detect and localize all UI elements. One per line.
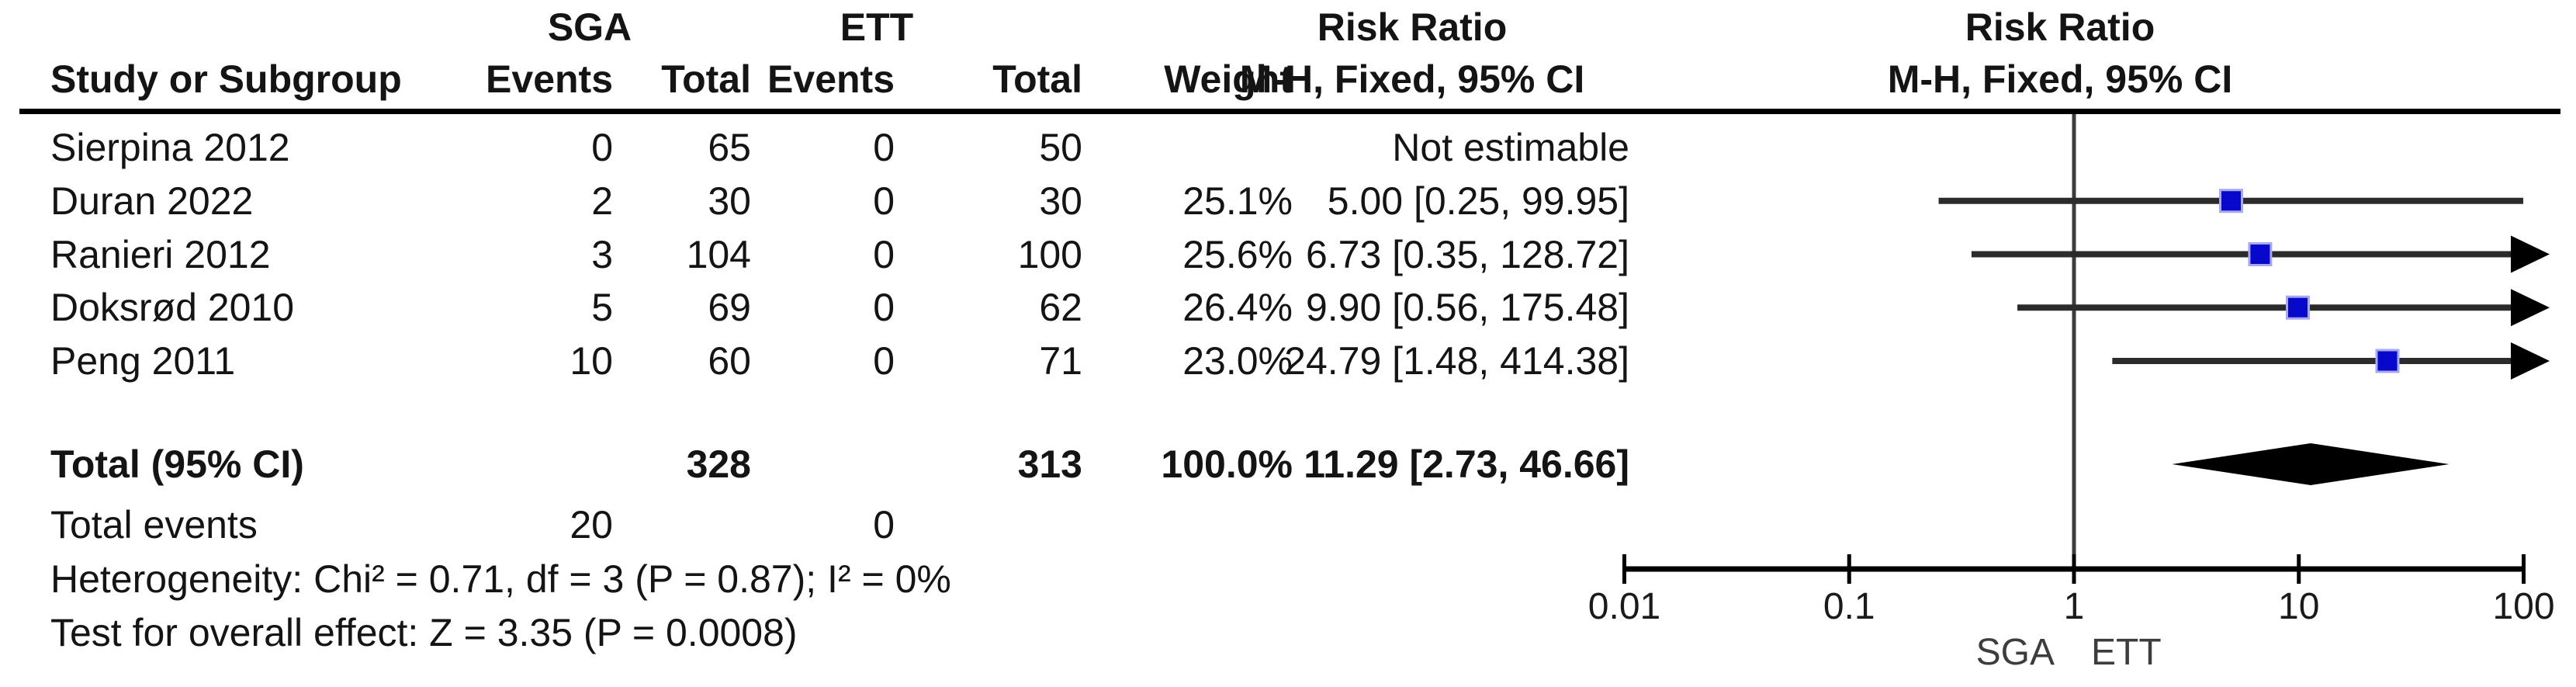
axis-tick-label: 1 (2064, 586, 2085, 627)
study-name: Ranieri 2012 (50, 232, 271, 276)
study-name: Peng 2011 (50, 339, 236, 383)
cell-sga-events: 10 (570, 339, 613, 383)
arrow-right-marker (2511, 342, 2550, 380)
cell-ett-events: 0 (873, 232, 895, 276)
total-events-ett: 0 (873, 503, 895, 546)
col-group-ett: ETT (840, 5, 914, 49)
plot-header-mh-fixed-ci: M-H, Fixed, 95% CI (1887, 57, 2233, 101)
study-name: Doksrød 2010 (50, 286, 295, 330)
study-marker (2219, 189, 2244, 213)
cell-risk-ratio: Not estimable (1392, 126, 1629, 169)
cell-sga-total: 60 (708, 339, 751, 383)
study-marker (2248, 242, 2273, 266)
cell-weight: 26.4% (1182, 286, 1293, 330)
axis-tick-label: 0.01 (1588, 586, 1660, 627)
cell-risk-ratio: 6.73 [0.35, 128.72] (1305, 232, 1629, 276)
cell-ett-total: 62 (1039, 286, 1082, 330)
axis-tick-label: 100 (2492, 586, 2554, 627)
arrow-right-marker (2511, 289, 2550, 327)
header-divider (19, 109, 2560, 114)
cell-ett-total: 71 (1039, 339, 1082, 383)
cell-sga-events: 5 (591, 286, 613, 330)
col-group-sga: SGA (547, 5, 632, 49)
axis-tick-label: 0.1 (1823, 586, 1875, 627)
cell-risk-ratio: 5.00 [0.25, 99.95] (1327, 179, 1629, 223)
total-sga-total: 328 (686, 442, 751, 486)
cell-sga-total: 69 (708, 286, 751, 330)
cell-ett-events: 0 (873, 179, 895, 223)
col-header-ett-events: Events (767, 57, 895, 101)
cell-sga-events: 2 (591, 179, 613, 223)
cell-sga-events: 0 (591, 126, 613, 169)
col-header-ett-total: Total (992, 57, 1082, 101)
col-header-mh-fixed-ci: M-H, Fixed, 95% CI (1239, 57, 1585, 101)
total-ett-total: 313 (1017, 442, 1082, 486)
favours-left-label: SGA (1976, 632, 2055, 673)
cell-ett-events: 0 (873, 126, 895, 169)
cell-sga-total: 30 (708, 179, 751, 223)
total-risk-ratio: 11.29 [2.73, 46.66] (1304, 442, 1629, 486)
total-weight: 100.0% (1161, 442, 1293, 486)
cell-ett-events: 0 (873, 339, 895, 383)
study-marker (2285, 295, 2310, 320)
axis-tick-label: 10 (2278, 586, 2319, 627)
cell-ett-total: 30 (1039, 179, 1082, 223)
cell-ett-total: 100 (1017, 232, 1082, 276)
cell-ett-events: 0 (873, 286, 895, 330)
cell-sga-total: 65 (708, 126, 751, 169)
study-name: Duran 2022 (50, 179, 254, 223)
col-header-study: Study or Subgroup (50, 57, 402, 101)
col-header-sga-total: Total (661, 57, 751, 101)
cell-ett-total: 50 (1039, 126, 1082, 169)
col-header-weight: Weight (1164, 57, 1293, 101)
plot-title-risk-ratio: Risk Ratio (1965, 5, 2155, 49)
arrow-right-marker (2511, 235, 2550, 273)
cell-weight: 23.0% (1182, 339, 1293, 383)
heterogeneity-stats: Heterogeneity: Chi² = 0.71, df = 3 (P = … (50, 557, 951, 601)
col-header-sga-events: Events (486, 57, 613, 101)
cell-risk-ratio: 24.79 [1.48, 414.38] (1284, 339, 1629, 383)
cell-sga-events: 3 (591, 232, 613, 276)
study-marker (2375, 349, 2400, 373)
study-name: Sierpina 2012 (50, 126, 290, 169)
col-group-risk-ratio: Risk Ratio (1317, 5, 1508, 49)
favours-right-label: ETT (2091, 632, 2162, 673)
cell-risk-ratio: 9.90 [0.56, 175.48] (1305, 286, 1629, 330)
cell-weight: 25.6% (1182, 232, 1293, 276)
total-events-label: Total events (50, 503, 258, 546)
overall-effect-stats: Test for overall effect: Z = 3.35 (P = 0… (50, 611, 798, 654)
total-row-label: Total (95% CI) (50, 442, 304, 486)
pooled-diamond (2172, 443, 2450, 485)
total-events-sga: 20 (570, 503, 613, 546)
cell-sga-total: 104 (686, 232, 751, 276)
cell-weight: 25.1% (1182, 179, 1293, 223)
